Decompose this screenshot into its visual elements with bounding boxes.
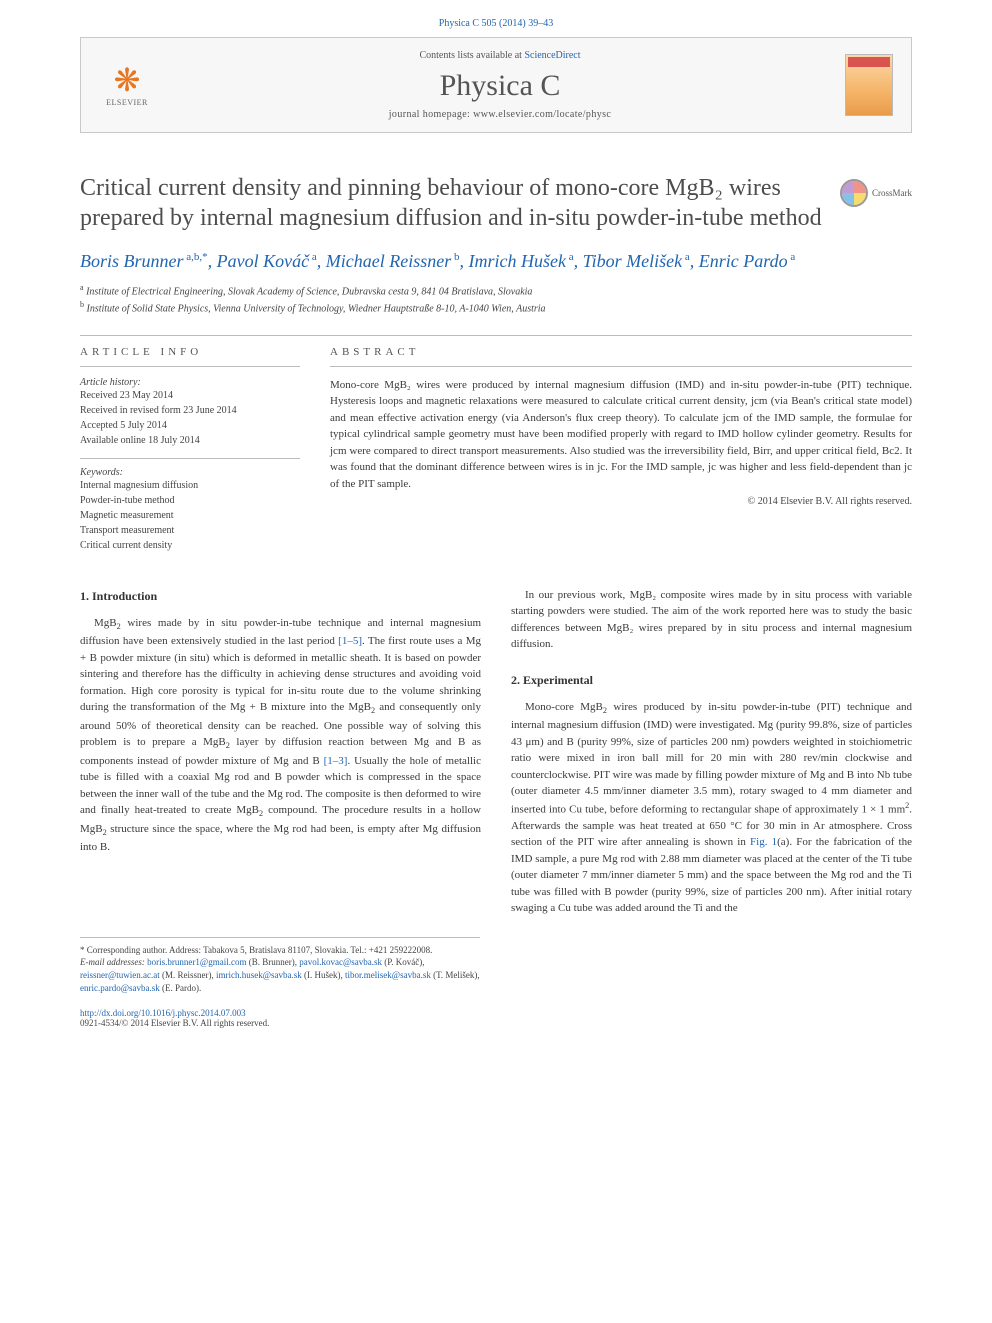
keywords-label: Keywords: <box>80 467 300 478</box>
doi-block: http://dx.doi.org/10.1016/j.physc.2014.0… <box>80 1008 912 1028</box>
running-head: Physica C 505 (2014) 39–43 <box>0 0 992 37</box>
history-section: Article history: Received 23 May 2014 Re… <box>80 377 300 459</box>
intro-paragraph-2: In our previous work, MgB₂ composite wir… <box>511 587 912 653</box>
emails-label: E-mail addresses: <box>80 957 147 967</box>
contents-prefix: Contents lists available at <box>419 50 524 61</box>
keyword-item: Transport measurement <box>80 523 300 538</box>
elsevier-logo: ❋ ELSEVIER <box>99 53 155 117</box>
author-list: Boris Brunner a,b,*, Pavol Kováč a, Mich… <box>80 251 912 272</box>
sciencedirect-link[interactable]: ScienceDirect <box>524 50 580 61</box>
affiliation-b: b Institute of Solid State Physics, Vien… <box>80 299 912 316</box>
affiliations: a Institute of Electrical Engineering, S… <box>80 282 912 317</box>
history-label: Article history: <box>80 377 300 388</box>
header-center: Contents lists available at ScienceDirec… <box>155 50 845 120</box>
doi-link[interactable]: http://dx.doi.org/10.1016/j.physc.2014.0… <box>80 1008 246 1018</box>
footnotes: * Corresponding author. Address: Tabakov… <box>80 937 480 994</box>
keyword-item: Magnetic measurement <box>80 508 300 523</box>
keywords-section: Keywords: Internal magnesium diffusion P… <box>80 467 300 553</box>
corresponding-author: * Corresponding author. Address: Tabakov… <box>80 944 480 957</box>
journal-name: Physica C <box>155 69 845 103</box>
abstract-copyright: © 2014 Elsevier B.V. All rights reserved… <box>330 496 912 507</box>
title-block: Critical current density and pinning beh… <box>80 173 912 233</box>
email-addresses: E-mail addresses: boris.brunner1@gmail.c… <box>80 956 480 994</box>
crossmark-label: CrossMark <box>872 188 912 198</box>
left-column: 1. Introduction MgB2 wires made by in si… <box>80 587 481 917</box>
journal-header: ❋ ELSEVIER Contents lists available at S… <box>80 37 912 133</box>
history-item: Received in revised form 23 June 2014 <box>80 403 300 418</box>
issn-line: 0921-4534/© 2014 Elsevier B.V. All right… <box>80 1018 269 1028</box>
citation-link[interactable]: Physica C 505 (2014) 39–43 <box>439 18 553 29</box>
email-link[interactable]: enric.pardo@savba.sk <box>80 983 160 993</box>
experimental-paragraph: Mono-core MgB2 wires produced by in-situ… <box>511 699 912 917</box>
email-link[interactable]: reissner@tuwien.ac.at <box>80 970 160 980</box>
email-link[interactable]: imrich.husek@savba.sk <box>216 970 302 980</box>
crossmark-icon <box>840 179 868 207</box>
email-link[interactable]: boris.brunner1@gmail.com <box>147 957 246 967</box>
article-info-heading: ARTICLE INFO <box>80 346 300 367</box>
abstract-text: Mono-core MgB₂ wires were produced by in… <box>330 377 912 493</box>
right-column: In our previous work, MgB₂ composite wir… <box>511 587 912 917</box>
experimental-heading: 2. Experimental <box>511 671 912 689</box>
contents-line: Contents lists available at ScienceDirec… <box>155 50 845 61</box>
keyword-item: Internal magnesium diffusion <box>80 478 300 493</box>
abstract-heading: ABSTRACT <box>330 346 912 367</box>
publisher-name: ELSEVIER <box>106 98 148 107</box>
history-item: Accepted 5 July 2014 <box>80 418 300 433</box>
fig-link[interactable]: Fig. 1 <box>750 836 777 848</box>
keyword-item: Powder-in-tube method <box>80 493 300 508</box>
article-title: Critical current density and pinning beh… <box>80 173 912 233</box>
email-link[interactable]: tibor.melisek@savba.sk <box>345 970 431 980</box>
elsevier-tree-icon: ❋ <box>114 64 141 96</box>
journal-cover-thumb <box>845 54 893 116</box>
history-item: Received 23 May 2014 <box>80 388 300 403</box>
ref-link[interactable]: [1–5] <box>338 635 362 647</box>
email-link[interactable]: pavol.kovac@savba.sk <box>299 957 382 967</box>
ref-link[interactable]: [1–3] <box>324 755 348 767</box>
article-info: ARTICLE INFO Article history: Received 2… <box>80 336 300 553</box>
abstract: ABSTRACT Mono-core MgB₂ wires were produ… <box>330 336 912 553</box>
intro-paragraph: MgB2 wires made by in situ powder-in-tub… <box>80 615 481 856</box>
history-item: Available online 18 July 2014 <box>80 433 300 448</box>
homepage-line: journal homepage: www.elsevier.com/locat… <box>155 109 845 120</box>
crossmark-badge[interactable]: CrossMark <box>840 179 912 207</box>
keyword-item: Critical current density <box>80 538 300 553</box>
info-abstract-row: ARTICLE INFO Article history: Received 2… <box>80 335 912 553</box>
body-columns: 1. Introduction MgB2 wires made by in si… <box>80 587 912 917</box>
intro-heading: 1. Introduction <box>80 587 481 605</box>
affiliation-a: a Institute of Electrical Engineering, S… <box>80 282 912 299</box>
